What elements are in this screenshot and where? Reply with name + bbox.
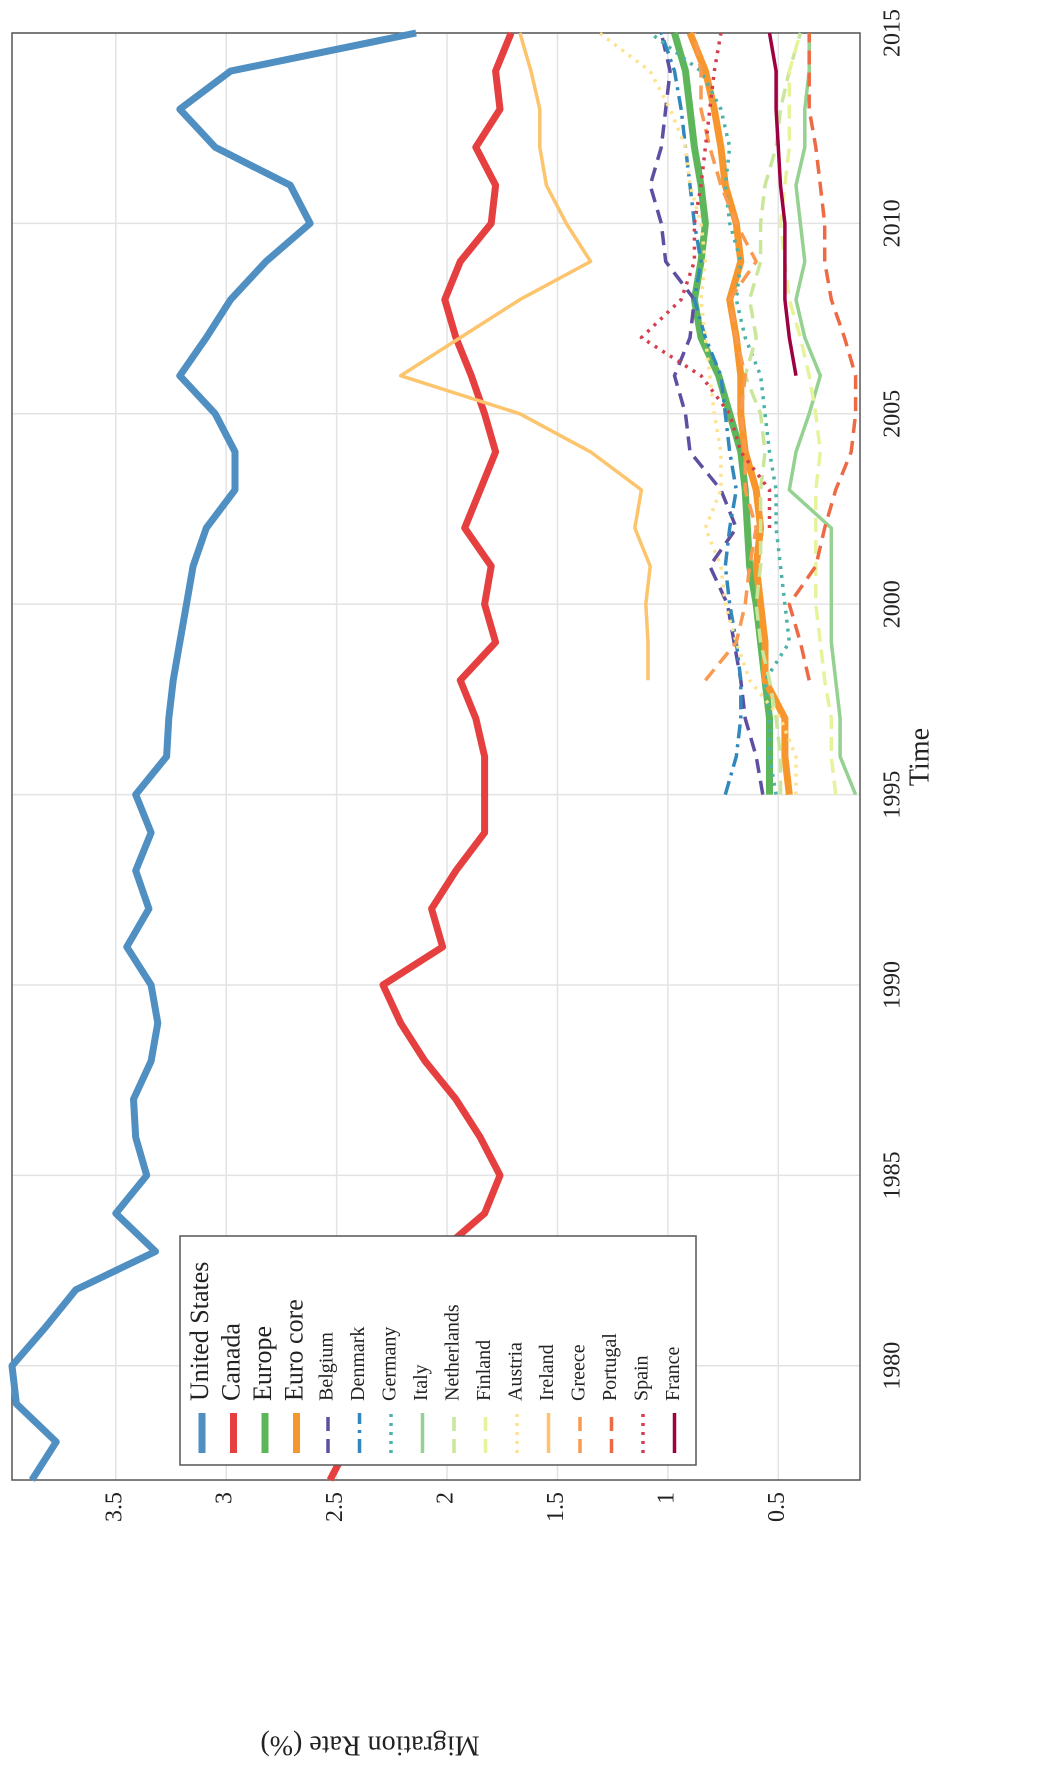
x-tick-label: 1990 — [880, 961, 906, 1009]
legend-label: United States — [185, 1262, 214, 1401]
legend-label: Finland — [473, 1340, 495, 1401]
legend-label: Austria — [505, 1342, 527, 1401]
y-tick-label: 2 — [433, 1492, 459, 1504]
legend-label: Euro core — [279, 1299, 308, 1401]
rotated-chart: Time Migration Rate (%) 1980 1985 1990 1995… — [8, 9, 935, 1761]
legend-label: Netherlands — [442, 1304, 464, 1401]
series-line — [659, 32, 743, 796]
series-line — [767, 32, 798, 377]
y-tick-label: 3 — [212, 1492, 238, 1504]
plot-frame — [11, 32, 861, 1481]
series-line — [649, 31, 792, 795]
series-line — [686, 31, 793, 796]
x-tick-label: 2015 — [880, 9, 906, 57]
legend-label: Italy — [410, 1364, 432, 1401]
legend-label: Canada — [216, 1323, 245, 1401]
legend-box — [179, 1235, 697, 1466]
x-tick-label: 2010 — [880, 199, 906, 247]
legend-label: Belgium — [316, 1332, 338, 1401]
legend-label: Spain — [631, 1355, 653, 1401]
y-tick-label: 3.5 — [101, 1492, 127, 1522]
y-tick-label: 2.5 — [322, 1492, 348, 1522]
series-line — [787, 33, 858, 796]
legend-label: Germany — [379, 1327, 401, 1401]
series-line — [398, 32, 652, 681]
x-tick-label: 2005 — [880, 390, 906, 438]
legend-label: Greece — [568, 1344, 590, 1401]
legend-label: Ireland — [536, 1344, 558, 1401]
series-line — [8, 29, 417, 1482]
y-tick-label: 1.5 — [543, 1492, 569, 1522]
y-tick-label: 1 — [653, 1492, 679, 1504]
legend-label: France — [662, 1346, 684, 1401]
y-tick-label: 0.5 — [764, 1492, 790, 1522]
y-axis-label: Migration Rate (%) — [260, 1730, 479, 1761]
series-line — [692, 32, 758, 682]
legend-label: Europe — [248, 1326, 277, 1401]
x-axis-label: Time — [904, 728, 935, 786]
series-line — [598, 31, 798, 795]
series-line — [648, 32, 765, 795]
series-line — [743, 32, 803, 795]
x-tick-label: 1980 — [880, 1342, 906, 1390]
x-tick-label: 2000 — [880, 580, 906, 628]
legend-label: Denmark — [347, 1327, 369, 1401]
legend-label: Portugal — [599, 1333, 621, 1401]
series-line — [778, 32, 838, 795]
series-line — [787, 33, 858, 681]
x-tick-label: 1995 — [880, 771, 906, 819]
series-line — [639, 32, 772, 528]
x-tick-label: 1985 — [880, 1151, 906, 1199]
